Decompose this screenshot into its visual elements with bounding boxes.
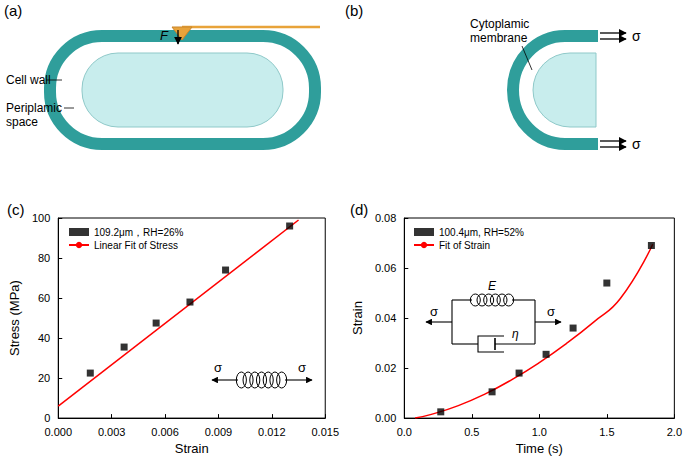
svg-text:20: 20 [38, 372, 50, 384]
svg-text:(a): (a) [4, 2, 22, 19]
svg-text:1.0: 1.0 [532, 426, 547, 438]
svg-text:σ: σ [632, 28, 641, 44]
svg-text:100: 100 [32, 212, 50, 224]
svg-text:space: space [6, 115, 38, 129]
svg-text:F: F [160, 28, 169, 43]
svg-text:(b): (b) [345, 2, 363, 19]
svg-text:Periplamic: Periplamic [6, 101, 62, 115]
svg-text:(c): (c) [7, 201, 25, 218]
svg-text:Strain: Strain [350, 301, 365, 335]
svg-text:0.006: 0.006 [151, 426, 179, 438]
svg-text:100.4μm, RH=52%: 100.4μm, RH=52% [439, 227, 524, 238]
svg-text:σ: σ [430, 304, 438, 319]
svg-text:σ: σ [547, 304, 555, 319]
svg-text:0.000: 0.000 [44, 426, 72, 438]
svg-text:0.02: 0.02 [375, 362, 396, 374]
svg-text:0.003: 0.003 [98, 426, 126, 438]
svg-text:η: η [512, 327, 519, 341]
svg-text:Cytoplamic: Cytoplamic [470, 17, 529, 31]
svg-text:Stress (MPa): Stress (MPa) [7, 280, 22, 356]
svg-text:0: 0 [44, 412, 50, 424]
svg-text:Time (s): Time (s) [516, 441, 563, 456]
svg-text:Cell wall: Cell wall [6, 73, 51, 87]
svg-text:0.015: 0.015 [311, 426, 339, 438]
svg-text:0.5: 0.5 [464, 426, 479, 438]
svg-text:2.0: 2.0 [667, 426, 682, 438]
svg-text:Strain: Strain [175, 441, 209, 456]
svg-text:membrane: membrane [470, 31, 528, 45]
svg-text:Linear Fit of Stress: Linear Fit of Stress [94, 240, 178, 251]
svg-text:80: 80 [38, 252, 50, 264]
svg-text:0.08: 0.08 [375, 212, 396, 224]
svg-text:109.2μm，RH=26%: 109.2μm，RH=26% [94, 227, 184, 238]
svg-text:0.0: 0.0 [397, 426, 412, 438]
svg-text:0.012: 0.012 [258, 426, 286, 438]
svg-text:1.5: 1.5 [599, 426, 614, 438]
svg-text:Fit of Strain: Fit of Strain [439, 240, 490, 251]
svg-text:0.009: 0.009 [205, 426, 233, 438]
svg-text:(d): (d) [350, 201, 368, 218]
svg-text:60: 60 [38, 292, 50, 304]
svg-text:σ: σ [214, 360, 222, 375]
svg-text:E: E [488, 279, 497, 293]
svg-text:σ: σ [298, 360, 306, 375]
svg-text:40: 40 [38, 332, 50, 344]
svg-text:0.04: 0.04 [375, 312, 396, 324]
svg-text:0.00: 0.00 [375, 412, 396, 424]
svg-text:0.06: 0.06 [375, 262, 396, 274]
svg-text:σ: σ [632, 136, 641, 152]
